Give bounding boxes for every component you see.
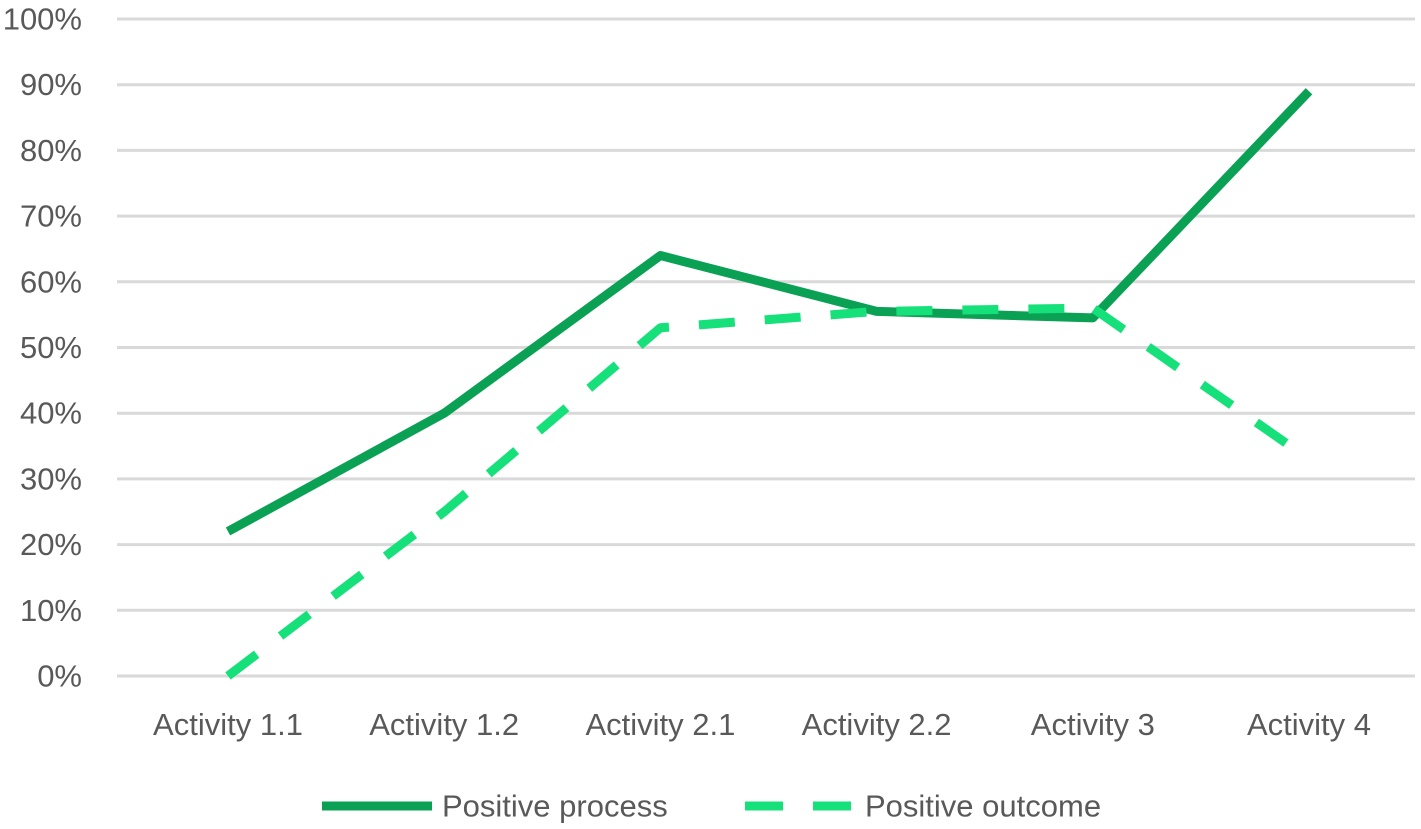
- data-point: [444, 413, 445, 414]
- y-tick-label: 90%: [20, 67, 82, 102]
- series-lines: [225, 88, 1313, 680]
- y-tick-label: 50%: [20, 330, 82, 365]
- x-tick-label: Activity 3: [1031, 707, 1155, 742]
- y-tick-label: 100%: [3, 2, 82, 37]
- x-tick-label: Activity 2.2: [802, 707, 952, 742]
- data-point: [228, 531, 229, 532]
- series-line-positive-process: [225, 88, 1313, 536]
- data-point: [660, 255, 661, 256]
- y-tick-label: 80%: [20, 133, 82, 168]
- y-axis-tick-labels: 0% 10% 20% 30% 40% 50% 60% 70% 80% 90% 100%: [3, 2, 82, 694]
- series-line-positive-outcome: [225, 303, 1312, 680]
- x-tick-label: Activity 4: [1247, 707, 1371, 742]
- data-point: [1309, 91, 1310, 92]
- grid-lines: [117, 17, 1415, 678]
- x-tick-label: Activity 1.2: [369, 707, 519, 742]
- data-point: [876, 311, 877, 312]
- x-tick-label: Activity 2.1: [585, 707, 735, 742]
- legend-label: Positive process: [442, 789, 668, 824]
- y-tick-label: 60%: [20, 264, 82, 299]
- y-tick-label: 70%: [20, 199, 82, 234]
- data-point: [660, 327, 661, 328]
- legend: Positive process Positive outcome: [322, 789, 1101, 824]
- data-point: [1092, 317, 1093, 318]
- data-point: [444, 511, 445, 512]
- y-tick-label: 10%: [20, 593, 82, 628]
- x-axis-tick-labels: Activity 1.1 Activity 1.2 Activity 2.1 Acti…: [153, 707, 1371, 742]
- data-point: [1092, 308, 1093, 309]
- y-tick-label: 20%: [20, 527, 82, 562]
- y-tick-label: 0%: [37, 659, 82, 694]
- data-point: [228, 676, 229, 677]
- legend-label: Positive outcome: [865, 789, 1101, 824]
- x-tick-label: Activity 1.1: [153, 707, 303, 742]
- y-tick-label: 40%: [20, 396, 82, 431]
- y-tick-label: 30%: [20, 461, 82, 496]
- data-point: [1309, 459, 1310, 460]
